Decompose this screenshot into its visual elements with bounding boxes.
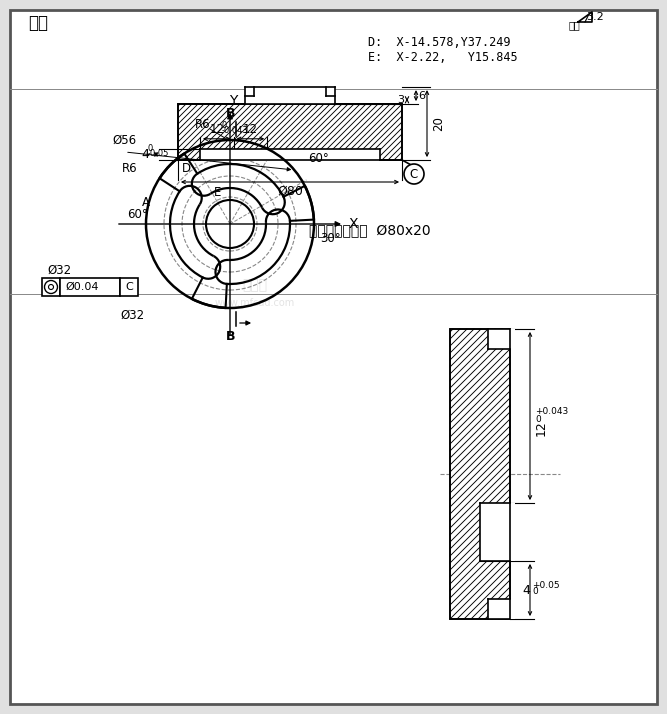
Text: Ø32: Ø32 xyxy=(120,309,144,322)
Text: 0: 0 xyxy=(532,588,538,596)
Text: C: C xyxy=(410,168,418,181)
Bar xyxy=(488,329,515,349)
Text: 20: 20 xyxy=(432,116,445,131)
Text: R6: R6 xyxy=(195,118,211,131)
Text: 60°: 60° xyxy=(308,152,329,165)
Bar xyxy=(178,104,402,160)
Text: 4: 4 xyxy=(141,148,149,161)
Text: 12: 12 xyxy=(535,420,548,436)
Bar xyxy=(178,104,402,160)
Text: 0: 0 xyxy=(148,144,153,153)
Text: +0.043: +0.043 xyxy=(535,408,568,416)
Text: 3: 3 xyxy=(397,95,404,105)
Text: Y: Y xyxy=(229,94,237,108)
Text: 60°: 60° xyxy=(127,208,148,221)
Circle shape xyxy=(404,164,424,184)
Bar xyxy=(42,278,60,296)
Text: 沐风网: 沐风网 xyxy=(242,278,267,292)
Text: 全部: 全部 xyxy=(569,20,581,30)
Text: D: D xyxy=(182,162,191,175)
Text: 前道工序尺寸：  Ø80x20: 前道工序尺寸： Ø80x20 xyxy=(309,224,431,238)
Text: 0: 0 xyxy=(222,121,227,130)
Text: www.mfcad.com: www.mfcad.com xyxy=(215,298,295,308)
Text: B: B xyxy=(226,330,235,343)
Text: 6: 6 xyxy=(418,91,425,101)
Bar xyxy=(488,599,515,619)
Text: +0.05: +0.05 xyxy=(532,580,560,590)
Text: E:  X-2.22,   Y15.845: E: X-2.22, Y15.845 xyxy=(368,51,518,64)
Text: 12: 12 xyxy=(243,123,258,136)
Text: B: B xyxy=(226,107,235,120)
Text: X: X xyxy=(349,217,358,231)
Text: Ø56: Ø56 xyxy=(112,134,136,147)
Text: E: E xyxy=(214,186,221,199)
Text: 30°: 30° xyxy=(320,232,341,245)
Text: R6: R6 xyxy=(122,162,137,175)
Text: A: A xyxy=(142,196,150,209)
Bar xyxy=(450,329,510,619)
Bar xyxy=(480,503,515,561)
Text: 3.2: 3.2 xyxy=(586,12,604,22)
Text: Ø80: Ø80 xyxy=(277,185,303,198)
Text: Ø32: Ø32 xyxy=(47,264,71,277)
Text: -0.043: -0.043 xyxy=(222,126,249,135)
Text: 12: 12 xyxy=(209,123,224,136)
Text: 0: 0 xyxy=(535,415,541,423)
Bar xyxy=(60,278,120,296)
Bar xyxy=(200,149,380,161)
Text: C: C xyxy=(125,282,133,292)
Text: D:  X-14.578,Y37.249: D: X-14.578,Y37.249 xyxy=(368,36,510,49)
Bar xyxy=(245,87,335,104)
Text: 件一: 件一 xyxy=(28,14,48,32)
Bar xyxy=(120,278,138,296)
Bar xyxy=(450,329,510,619)
Text: 4: 4 xyxy=(522,583,530,596)
Text: -0.05: -0.05 xyxy=(148,149,169,158)
Text: Ø0.04: Ø0.04 xyxy=(65,282,99,292)
